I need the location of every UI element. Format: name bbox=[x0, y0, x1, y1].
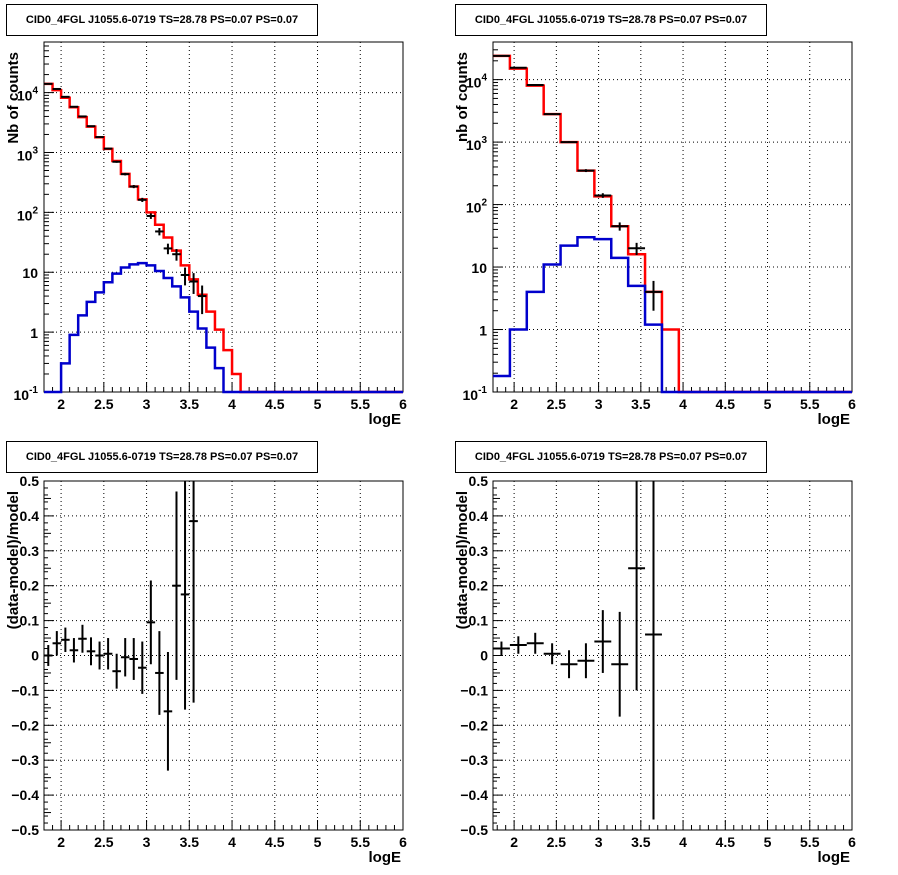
y-tick-label: −0.1 bbox=[11, 682, 39, 698]
x-tick-label: 6 bbox=[848, 834, 856, 850]
y-tick-label: 0.1 bbox=[469, 613, 489, 629]
x-tick-label: 5 bbox=[314, 834, 322, 850]
y-tick-label: 0.3 bbox=[20, 543, 40, 559]
x-tick-label: 5 bbox=[314, 396, 322, 412]
x-tick-label: 5.5 bbox=[351, 396, 371, 412]
histogram-series-1 bbox=[44, 82, 403, 394]
x-tick-label: 4.5 bbox=[265, 396, 285, 412]
y-tick-label: 0.4 bbox=[469, 508, 489, 524]
y-tick-label: 103 bbox=[17, 145, 39, 163]
x-tick-label: 4.5 bbox=[716, 834, 736, 850]
x-tick-label: 2.5 bbox=[547, 834, 567, 850]
x-axis-label: logE bbox=[369, 849, 402, 866]
histogram-series-2 bbox=[44, 261, 403, 394]
x-tick-label: 5.5 bbox=[351, 834, 371, 850]
y-tick-label: 0.1 bbox=[20, 613, 40, 629]
histogram-series-2 bbox=[493, 235, 852, 394]
y-tick-label: 0 bbox=[480, 648, 488, 664]
x-tick-label: 4 bbox=[679, 834, 687, 850]
y-tick-label: 0.2 bbox=[469, 578, 489, 594]
x-tick-label: 5 bbox=[764, 834, 772, 850]
x-tick-label: 3.5 bbox=[180, 396, 200, 412]
x-tick-label: 6 bbox=[399, 834, 407, 850]
y-tick-label: −0.2 bbox=[460, 717, 488, 733]
x-tick-label: 3 bbox=[143, 834, 151, 850]
y-tick-label: 0.4 bbox=[20, 508, 40, 524]
y-tick-label: 0.5 bbox=[469, 473, 489, 489]
x-tick-label: 2 bbox=[57, 396, 65, 412]
panel-3-title: CID0_4FGL J1055.6-0719 TS=28.78 PS=0.07 … bbox=[6, 441, 318, 473]
y-tick-label: 10-1 bbox=[463, 385, 488, 403]
x-tick-label: 4 bbox=[228, 396, 236, 412]
y-tick-label: 10-1 bbox=[14, 385, 39, 403]
x-tick-label: 2.5 bbox=[94, 396, 114, 412]
y-tick-label: −0.4 bbox=[460, 787, 488, 803]
y-tick-label: −0.4 bbox=[11, 787, 39, 803]
x-tick-label: 2.5 bbox=[547, 396, 567, 412]
x-tick-label: 3.5 bbox=[180, 834, 200, 850]
histogram-series-1 bbox=[493, 54, 852, 394]
y-tick-label: 0 bbox=[31, 648, 39, 664]
x-tick-label: 2.5 bbox=[94, 834, 114, 850]
x-axis-label: logE bbox=[369, 411, 402, 428]
y-tick-label: −0.3 bbox=[460, 752, 488, 768]
x-tick-label: 2 bbox=[57, 834, 65, 850]
plot-frame bbox=[492, 480, 853, 831]
x-tick-label: 5 bbox=[764, 396, 772, 412]
x-tick-label: 2 bbox=[510, 396, 518, 412]
y-tick-label: 103 bbox=[466, 135, 488, 153]
x-tick-label: 4 bbox=[679, 396, 687, 412]
y-tick-label: 1 bbox=[479, 323, 487, 339]
x-tick-label: 5.5 bbox=[800, 834, 820, 850]
y-tick-label: 102 bbox=[466, 198, 488, 216]
x-tick-label: 3.5 bbox=[631, 396, 651, 412]
x-tick-label: 2 bbox=[510, 834, 518, 850]
x-tick-label: 5.5 bbox=[800, 396, 820, 412]
panel-1-title: CID0_4FGL J1055.6-0719 TS=28.78 PS=0.07 … bbox=[6, 4, 318, 36]
y-tick-label: 0.2 bbox=[20, 578, 40, 594]
y-tick-label: 1 bbox=[30, 325, 38, 341]
y-tick-label: −0.5 bbox=[460, 822, 488, 838]
x-tick-label: 3 bbox=[595, 834, 603, 850]
x-tick-label: 4.5 bbox=[265, 834, 285, 850]
y-tick-label: −0.2 bbox=[11, 717, 39, 733]
x-tick-label: 6 bbox=[399, 396, 407, 412]
y-axis-label: Nb of counts bbox=[5, 52, 22, 144]
x-tick-label: 3.5 bbox=[631, 834, 651, 850]
y-axis-label: nb of counts bbox=[454, 52, 471, 142]
y-axis-label: (data-model)/model bbox=[5, 491, 22, 629]
y-axis-label: (data-model)/model bbox=[454, 491, 471, 629]
y-tick-label: 104 bbox=[466, 73, 488, 91]
x-axis-label: logE bbox=[818, 849, 851, 866]
plot-frame bbox=[492, 41, 853, 393]
y-tick-label: 10 bbox=[471, 260, 487, 276]
y-tick-label: −0.5 bbox=[11, 822, 39, 838]
panel-4-title: CID0_4FGL J1055.6-0719 TS=28.78 PS=0.07 … bbox=[455, 441, 767, 473]
y-tick-label: −0.3 bbox=[11, 752, 39, 768]
y-tick-label: 10 bbox=[22, 265, 38, 281]
y-tick-label: 0.3 bbox=[469, 543, 489, 559]
y-tick-label: −0.1 bbox=[460, 682, 488, 698]
x-tick-label: 4 bbox=[228, 834, 236, 850]
x-tick-label: 3 bbox=[143, 396, 151, 412]
x-axis-label: logE bbox=[818, 411, 851, 428]
y-tick-label: 0.5 bbox=[20, 473, 40, 489]
y-tick-label: 102 bbox=[17, 205, 39, 223]
x-tick-label: 4.5 bbox=[716, 396, 736, 412]
panel-2-title: CID0_4FGL J1055.6-0719 TS=28.78 PS=0.07 … bbox=[455, 4, 767, 36]
y-tick-label: 104 bbox=[17, 86, 39, 104]
x-tick-label: 6 bbox=[848, 396, 856, 412]
x-tick-label: 3 bbox=[595, 396, 603, 412]
